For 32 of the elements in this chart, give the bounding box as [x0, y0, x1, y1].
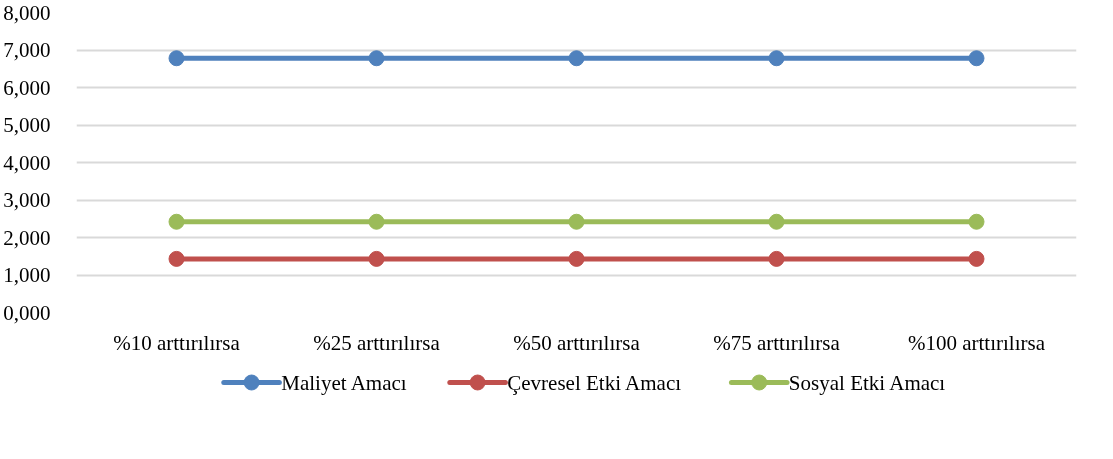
y-tick-label: 8,000 [3, 0, 51, 25]
x-tick-label: %100 arttırılırsa [907, 330, 1046, 355]
x-tick-label: %25 arttırılırsa [313, 330, 441, 355]
y-tick-label: 4,000 [3, 150, 51, 175]
point [968, 250, 985, 267]
x-tick-label: %50 arttırılırsa [513, 330, 641, 355]
point [768, 213, 785, 230]
point [368, 213, 385, 230]
point [968, 213, 985, 230]
point [568, 50, 585, 67]
point [168, 250, 185, 267]
legend-label: Sosyal Etki Amacı [788, 370, 946, 395]
y-tick-label: 5,000 [3, 113, 51, 137]
y-tick-label: 6,000 [3, 75, 51, 100]
y-tick-label: 2,000 [3, 225, 51, 250]
y-tick-label: 1,000 [3, 263, 51, 287]
legend-label: Çevresel Etki Amacı [507, 370, 682, 395]
y-tick-label: 7,000 [3, 38, 51, 62]
point [568, 250, 585, 267]
y-tick-label: 0,000 [3, 300, 51, 325]
x-tick-label: %75 arttırılırsa [713, 330, 841, 355]
x-tick-label: %10 arttırılırsa [113, 330, 241, 355]
y-tick-label: 3,000 [3, 188, 51, 212]
point [168, 50, 185, 67]
point [768, 250, 785, 267]
point [968, 50, 985, 67]
point [768, 50, 785, 67]
point [368, 250, 385, 267]
point [168, 213, 185, 230]
point [568, 213, 585, 230]
point [368, 50, 385, 67]
legend-label: Maliyet Amacı [281, 370, 407, 395]
